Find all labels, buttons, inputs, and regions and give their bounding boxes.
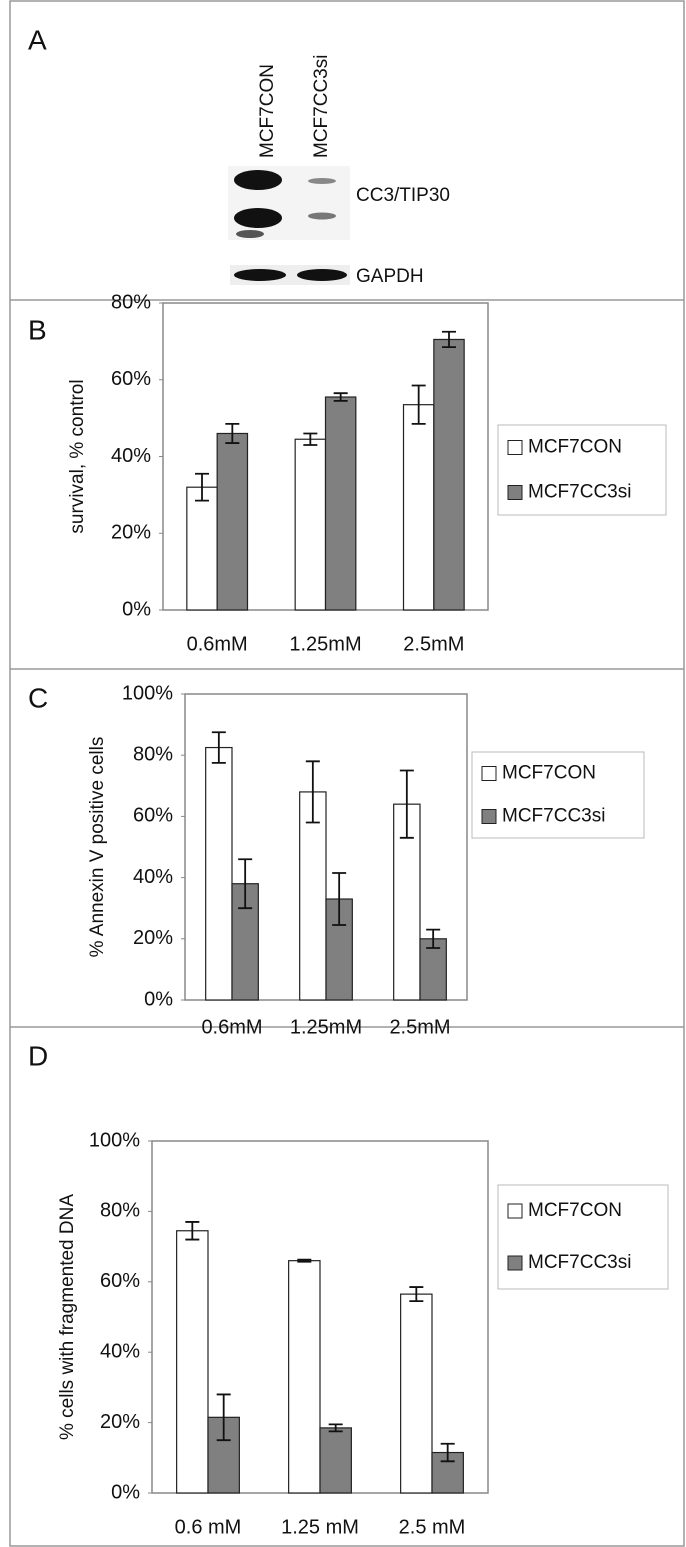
legend-label: MCF7CON xyxy=(528,1200,622,1221)
band-label: GAPDH xyxy=(356,266,424,287)
legend-label: MCF7CC3si xyxy=(528,1252,631,1273)
lane-label: MCF7CON xyxy=(257,64,278,158)
y-axis-label: % Annexin V positive cells xyxy=(87,737,108,958)
panel-letter: A xyxy=(28,24,47,55)
bar xyxy=(434,339,464,610)
bar xyxy=(404,405,434,610)
x-tick-label: 2.5mM xyxy=(389,1016,450,1038)
lane-label: MCF7CC3si xyxy=(311,55,332,158)
bar xyxy=(217,433,247,610)
y-tick-label: 60% xyxy=(111,368,151,390)
y-tick-label: 40% xyxy=(133,866,173,888)
legend-swatch xyxy=(508,441,522,455)
bar xyxy=(320,1428,351,1493)
y-tick-label: 40% xyxy=(100,1340,140,1362)
legend-swatch xyxy=(482,767,496,781)
band xyxy=(234,269,286,281)
bar xyxy=(187,487,217,610)
bar xyxy=(177,1231,208,1493)
band xyxy=(234,208,282,228)
y-tick-label: 20% xyxy=(133,927,173,949)
legend-swatch xyxy=(508,1204,522,1218)
x-tick-label: 2.5 mM xyxy=(399,1516,466,1538)
blot-image xyxy=(228,166,350,285)
legend-label: MCF7CC3si xyxy=(502,806,605,827)
x-tick-label: 1.25 mM xyxy=(281,1516,359,1538)
y-tick-label: 20% xyxy=(100,1411,140,1433)
band xyxy=(308,213,336,220)
band xyxy=(297,269,347,281)
x-tick-label: 1.25mM xyxy=(289,633,361,655)
bar xyxy=(206,748,232,1000)
band xyxy=(234,170,282,190)
x-tick-label: 1.25mM xyxy=(290,1016,362,1038)
legend-label: MCF7CC3si xyxy=(528,482,631,503)
panel-letter: B xyxy=(28,314,47,345)
y-tick-label: 20% xyxy=(111,522,151,544)
y-tick-label: 60% xyxy=(100,1270,140,1292)
bar xyxy=(289,1261,320,1493)
y-tick-label: 40% xyxy=(111,445,151,467)
panel-letter: D xyxy=(28,1040,48,1071)
y-tick-label: 60% xyxy=(133,805,173,827)
bar xyxy=(326,397,356,610)
legend-swatch xyxy=(508,486,522,500)
band-label: CC3/TIP30 xyxy=(356,185,450,206)
y-tick-label: 0% xyxy=(144,988,173,1010)
bar xyxy=(401,1294,432,1493)
x-tick-label: 2.5mM xyxy=(403,633,464,655)
x-tick-label: 0.6mM xyxy=(201,1016,262,1038)
panel-letter: C xyxy=(28,682,48,713)
y-tick-label: 100% xyxy=(122,682,173,704)
legend-swatch xyxy=(482,810,496,824)
y-axis-label: survival, % control xyxy=(67,379,88,533)
y-tick-label: 80% xyxy=(111,291,151,313)
bar xyxy=(295,439,325,610)
y-tick-label: 0% xyxy=(111,1481,140,1503)
figure: A MCF7CON MCF7CC3si CC3/TIP30 GAPDH B 0% 2… xyxy=(0,0,686,1547)
y-tick-label: 0% xyxy=(122,598,151,620)
x-tick-label: 0.6 mM xyxy=(175,1516,242,1538)
y-tick-label: 80% xyxy=(100,1200,140,1222)
legend-label: MCF7CON xyxy=(502,763,596,784)
legend-swatch xyxy=(508,1256,522,1270)
band xyxy=(308,178,336,184)
y-tick-label: 80% xyxy=(133,743,173,765)
y-axis-label: % cells with fragmented DNA xyxy=(57,1194,78,1440)
y-tick-label: 100% xyxy=(89,1129,140,1151)
band xyxy=(236,230,264,238)
legend-label: MCF7CON xyxy=(528,437,622,458)
x-tick-label: 0.6mM xyxy=(187,633,248,655)
